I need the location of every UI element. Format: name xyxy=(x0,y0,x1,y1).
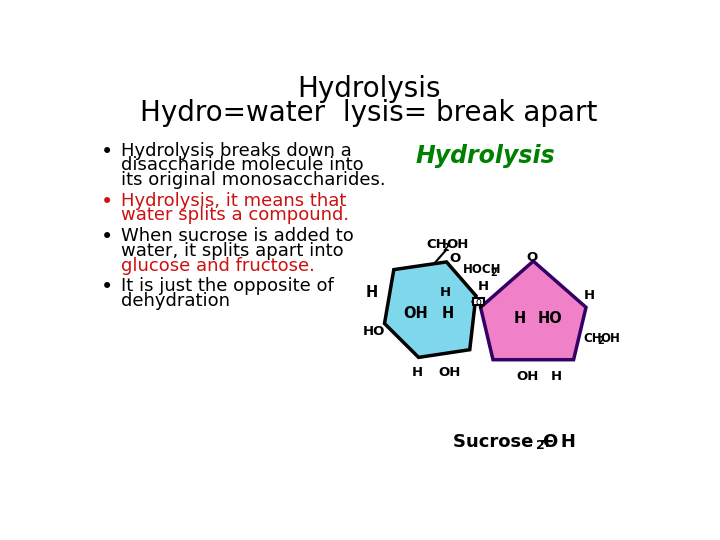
Text: water splits a compound.: water splits a compound. xyxy=(121,206,349,225)
Text: Hydrolysis: Hydrolysis xyxy=(415,144,555,167)
FancyBboxPatch shape xyxy=(473,298,484,306)
Text: H: H xyxy=(442,306,454,321)
Text: H: H xyxy=(477,280,489,293)
Text: HO: HO xyxy=(362,325,384,338)
Text: OH: OH xyxy=(446,239,469,252)
Polygon shape xyxy=(384,262,476,357)
Text: 2: 2 xyxy=(490,268,498,278)
Text: water, it splits apart into: water, it splits apart into xyxy=(121,242,343,260)
Text: 2: 2 xyxy=(443,243,449,253)
Text: •: • xyxy=(101,192,113,212)
Text: 2: 2 xyxy=(597,336,603,346)
Text: Hydrolysis: Hydrolysis xyxy=(297,76,441,104)
Text: H: H xyxy=(412,366,423,379)
Text: H: H xyxy=(551,370,562,383)
Polygon shape xyxy=(481,261,586,360)
Text: Hydrolysis breaks down a: Hydrolysis breaks down a xyxy=(121,142,352,160)
Text: •: • xyxy=(101,227,113,247)
Text: glucose and fructose.: glucose and fructose. xyxy=(121,256,315,274)
Text: 2: 2 xyxy=(536,440,544,453)
Text: OH: OH xyxy=(403,306,428,321)
Text: Hydrolysis, it means that: Hydrolysis, it means that xyxy=(121,192,346,210)
Text: its original monosaccharides.: its original monosaccharides. xyxy=(121,171,386,189)
Text: O: O xyxy=(526,251,537,264)
Text: disaccharide molecule into: disaccharide molecule into xyxy=(121,157,364,174)
Text: o: o xyxy=(475,296,481,307)
Text: H: H xyxy=(366,285,378,300)
Text: Hydro=water  lysis= break apart: Hydro=water lysis= break apart xyxy=(140,98,598,126)
Text: O: O xyxy=(542,433,557,451)
Text: CH: CH xyxy=(426,239,447,252)
Text: •: • xyxy=(101,142,113,162)
Text: •: • xyxy=(101,278,113,298)
Text: H: H xyxy=(440,286,451,299)
Text: It is just the opposite of: It is just the opposite of xyxy=(121,278,334,295)
Text: HO: HO xyxy=(538,312,563,326)
Text: HOCH: HOCH xyxy=(463,263,501,276)
Text: OH: OH xyxy=(600,332,620,345)
Text: OH: OH xyxy=(438,366,461,379)
Text: When sucrose is added to: When sucrose is added to xyxy=(121,227,354,245)
Text: dehydration: dehydration xyxy=(121,292,230,310)
Text: Sucrose + H: Sucrose + H xyxy=(453,433,575,451)
Text: H: H xyxy=(583,289,595,302)
Text: CH: CH xyxy=(583,332,601,345)
Text: OH: OH xyxy=(516,370,539,383)
Text: H: H xyxy=(513,312,526,326)
Text: O: O xyxy=(449,252,461,265)
